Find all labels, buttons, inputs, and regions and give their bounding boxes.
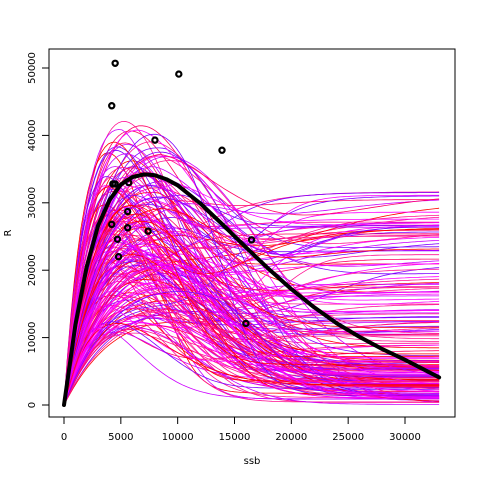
x-axis: 0 5000 10000 15000 20000 25000 30000	[61, 416, 421, 443]
simulated-curve	[63, 167, 440, 406]
x-tick-label: 30000	[389, 432, 421, 443]
y-tick-label: 10000	[27, 322, 38, 354]
simulated-curve	[63, 166, 440, 406]
simulated-curve	[63, 254, 440, 406]
simulated-curve	[63, 230, 440, 406]
simulated-curve	[63, 153, 440, 406]
simulated-curve	[63, 276, 440, 406]
simulated-curve	[63, 278, 440, 406]
observed-points	[108, 59, 256, 328]
observation-point	[108, 102, 116, 110]
simulated-curve	[63, 221, 440, 406]
simulated-curve	[63, 155, 440, 406]
simulated-curve	[63, 326, 440, 406]
simulated-curve	[63, 265, 440, 406]
simulated-curve	[63, 199, 440, 406]
simulated-curve	[63, 282, 440, 406]
y-axis-label: R	[3, 229, 14, 236]
simulated-curve	[63, 186, 440, 406]
y-axis: 0 10000 20000 30000 40000 50000	[27, 52, 50, 408]
observation-point	[113, 235, 122, 243]
simulated-curve	[63, 253, 440, 406]
simulated-curve	[63, 259, 440, 406]
y-tick-label: 20000	[27, 254, 38, 286]
x-tick-label: 15000	[219, 432, 251, 443]
simulated-curve	[63, 194, 440, 406]
simulated-curve	[63, 175, 440, 406]
simulated-curve	[63, 243, 440, 406]
observation-point	[123, 207, 132, 216]
simulated-curve	[63, 326, 440, 406]
x-axis-label: ssb	[244, 456, 261, 467]
simulated-curve	[63, 265, 440, 406]
x-tick-label: 10000	[162, 432, 194, 443]
x-tick-label: 5000	[108, 432, 133, 443]
observation-point	[151, 136, 159, 144]
simulated-curve	[63, 249, 440, 406]
simulated-curve	[63, 199, 440, 406]
simulated-curve	[63, 196, 440, 406]
simulated-curve	[63, 190, 440, 406]
simulated-curve	[63, 159, 440, 406]
simulated-curve	[63, 264, 440, 406]
x-tick-label: 25000	[332, 432, 364, 443]
observation-point	[242, 319, 250, 328]
observation-point	[111, 59, 119, 67]
simulated-curve	[63, 291, 440, 406]
simulated-curves	[63, 120, 440, 406]
simulated-curve	[63, 177, 440, 406]
observation-point	[247, 236, 256, 244]
y-tick-label: 0	[27, 402, 38, 408]
y-tick-label: 30000	[27, 187, 38, 219]
x-tick-label: 20000	[275, 432, 307, 443]
simulated-curve	[63, 205, 440, 406]
simulated-curve	[63, 232, 440, 406]
simulated-curve	[63, 323, 440, 406]
simulated-curve	[63, 176, 440, 406]
simulated-curve	[63, 219, 440, 406]
observation-point	[125, 178, 133, 187]
observation-point	[175, 70, 183, 78]
simulated-curve	[63, 147, 440, 406]
simulated-curve	[63, 305, 440, 406]
simulated-curve	[63, 302, 440, 406]
observation-point	[114, 253, 123, 261]
simulated-curve	[63, 236, 440, 406]
simulated-curve	[63, 195, 440, 406]
x-tick-label: 0	[61, 432, 67, 443]
simulated-curve	[63, 243, 440, 406]
observation-point	[123, 224, 132, 232]
simulated-curve	[63, 308, 440, 406]
simulated-curve	[63, 283, 440, 406]
y-tick-label: 50000	[27, 52, 38, 84]
y-tick-label: 40000	[27, 119, 38, 151]
observation-point	[218, 146, 226, 154]
simulated-curve	[63, 293, 440, 406]
simulated-curve	[63, 311, 440, 406]
fitted-curve	[62, 172, 442, 407]
observation-point	[111, 180, 119, 188]
observation-point	[144, 227, 152, 235]
simulated-curve	[63, 195, 440, 406]
simulated-curve	[63, 130, 440, 406]
simulated-curve	[63, 214, 440, 406]
simulated-curve	[63, 240, 440, 406]
simulated-curve	[63, 254, 440, 406]
observation-point	[108, 220, 116, 229]
simulated-curve	[63, 299, 440, 406]
